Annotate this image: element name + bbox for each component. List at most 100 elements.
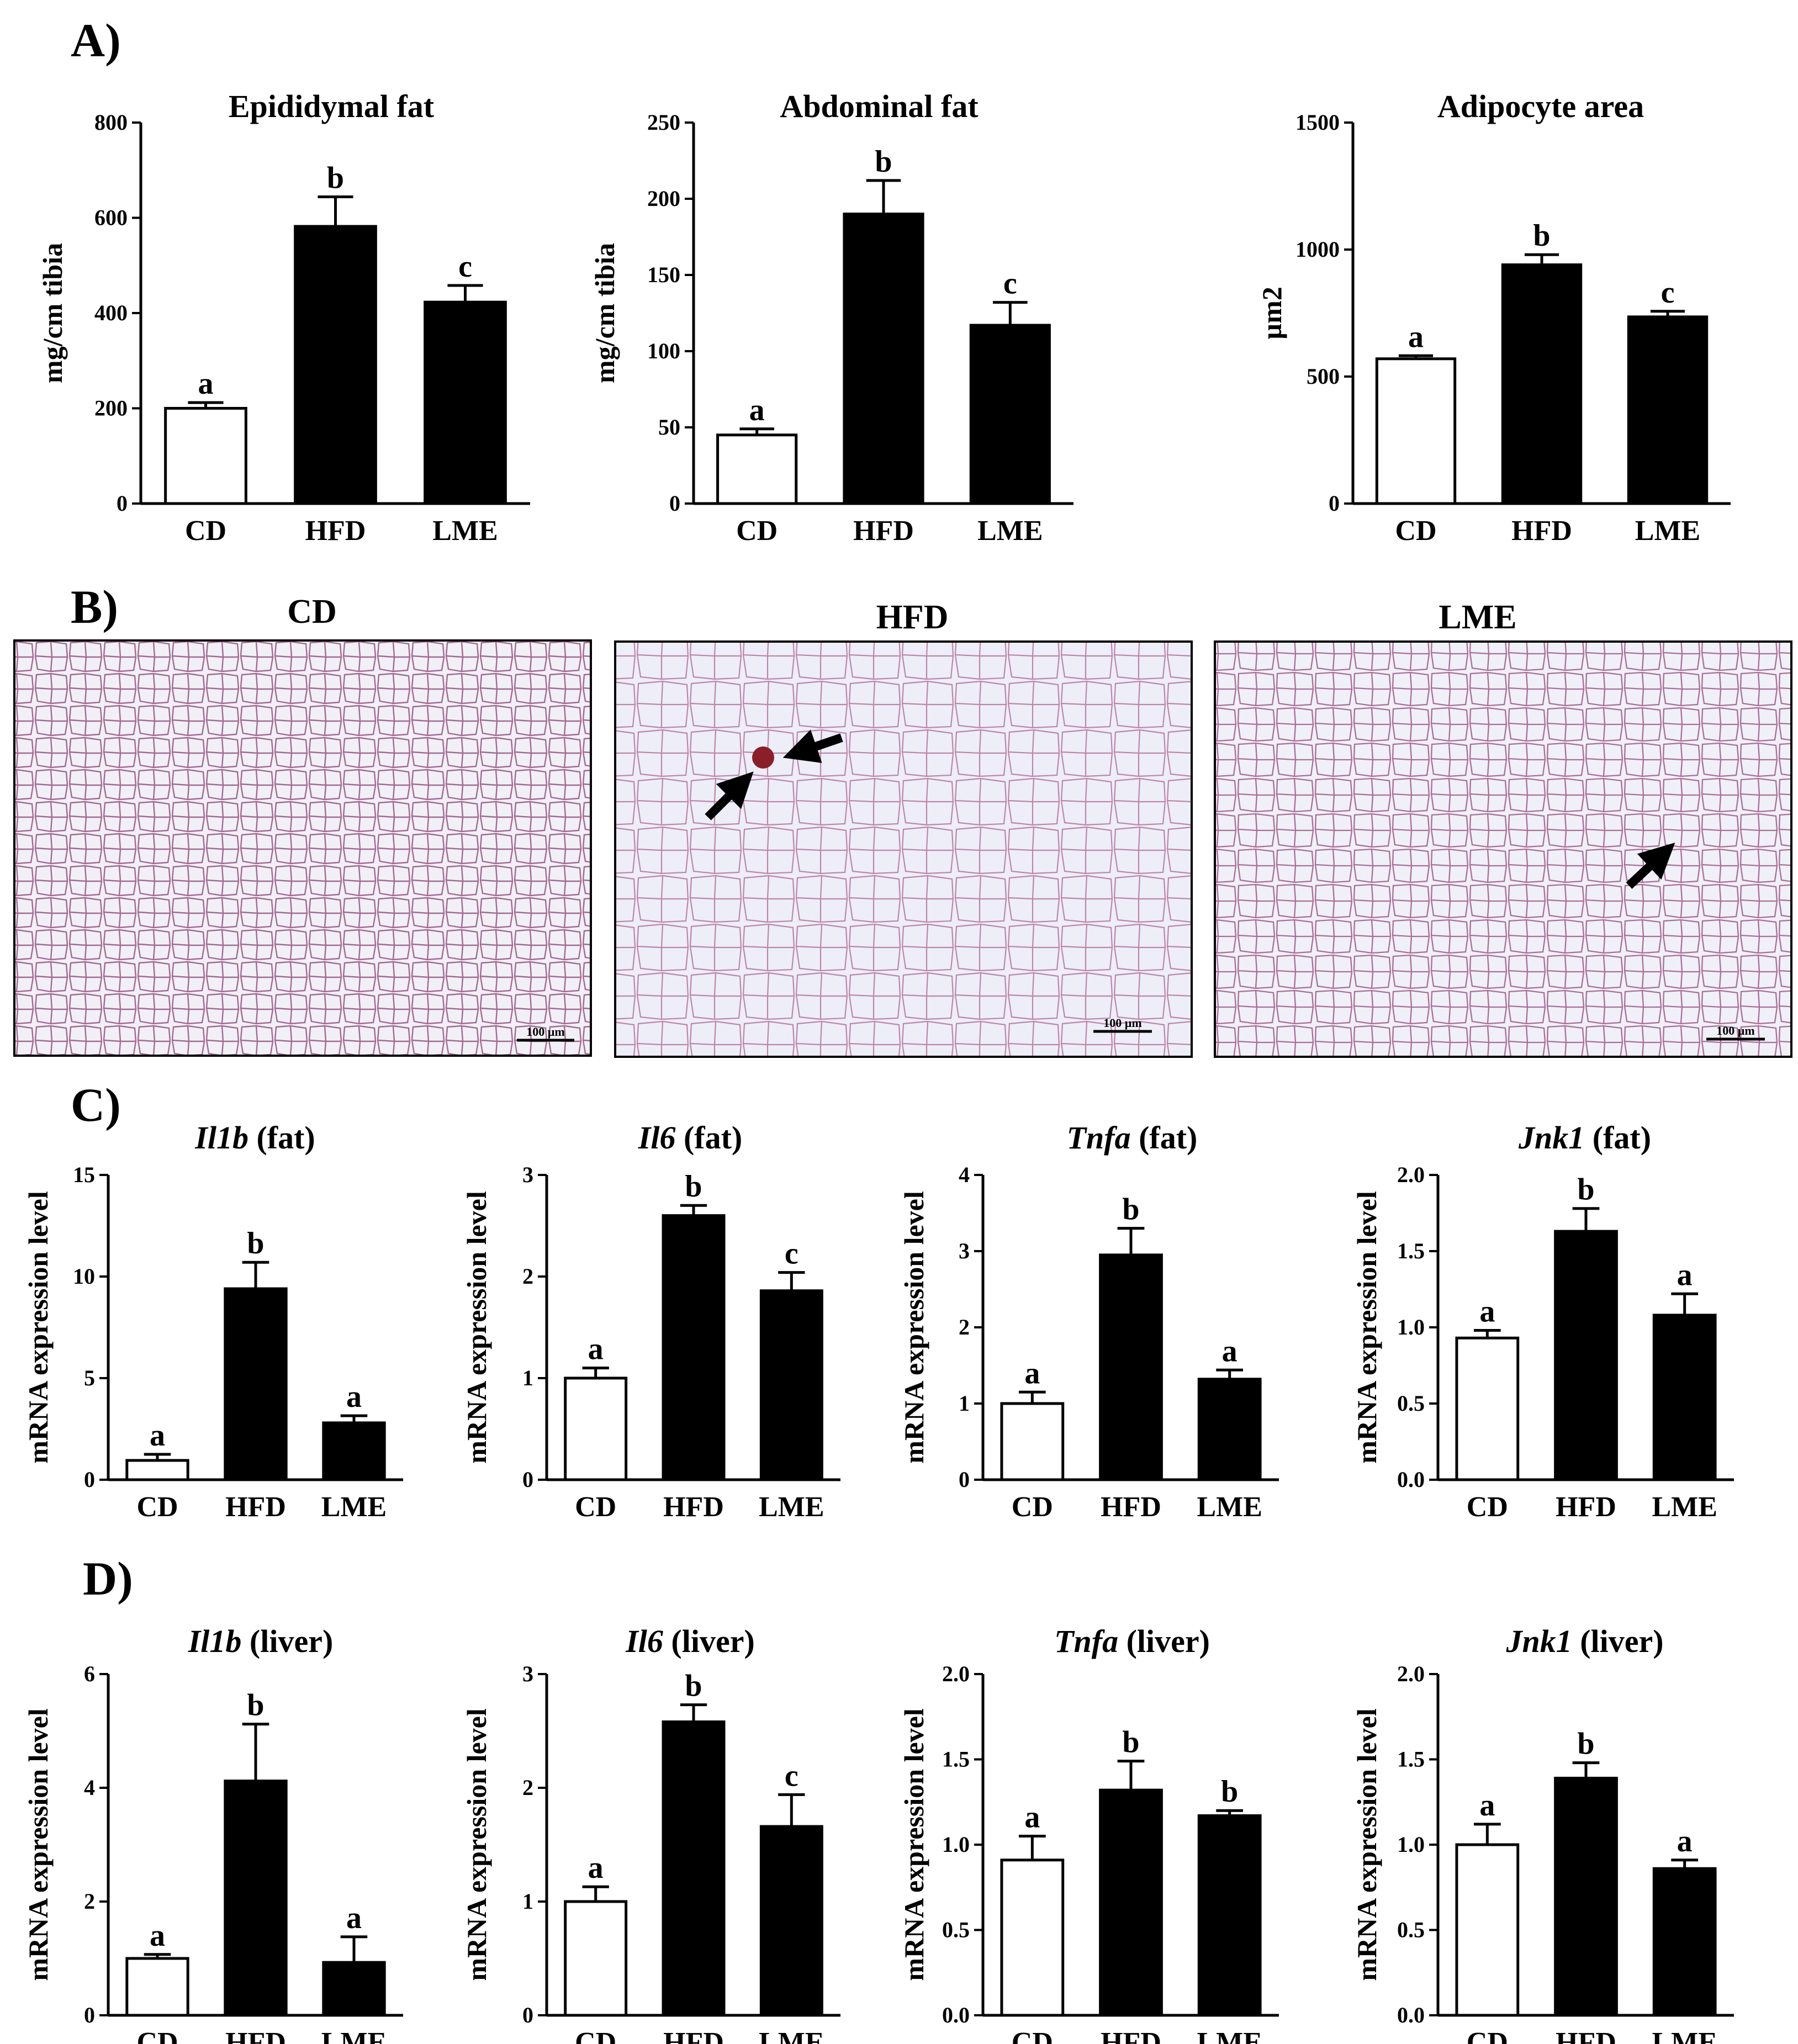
y-tick-label-9-4: 2.0: [942, 1661, 970, 1686]
significance-letter-6-1: b: [1577, 1173, 1594, 1207]
category-label-1-0: CD: [736, 515, 778, 547]
significance-letter-10-0: a: [1479, 1788, 1495, 1823]
bar-6-2: [1652, 1314, 1717, 1481]
significance-letter-1-1: b: [875, 145, 892, 179]
micrograph-hfd: HFD 100 µm: [614, 599, 1193, 1058]
y-axis-title-7: mRNA expression level: [23, 1708, 54, 1981]
bar-8-1: [662, 1720, 726, 2017]
y-tick-label-4-2: 2: [522, 1264, 533, 1289]
y-tick-label-3-0: 0: [84, 1467, 95, 1492]
chart-title-text-1: Abdominal fat: [780, 88, 979, 124]
panel-label-b: B): [71, 580, 118, 633]
chart-title-0: Epididymal fat: [229, 88, 435, 124]
bar-7-0: [125, 1957, 189, 2017]
category-label-8-2: LME: [759, 2027, 824, 2044]
chart-title-text-0: Epididymal fat: [229, 88, 435, 124]
significance-letter-7-1: b: [247, 1688, 264, 1723]
significance-letter-3-2: a: [346, 1380, 362, 1414]
y-axis-title-4: mRNA expression level: [461, 1191, 492, 1464]
category-label-0-2: LME: [432, 515, 498, 547]
chart-5: Tnfa (fat) 0 1 2 3 4 mRNA expression level a CD b…: [898, 1120, 1279, 1523]
significance-letter-5-1: b: [1122, 1193, 1139, 1227]
bar-10-2: [1652, 1867, 1717, 2017]
y-tick-label-10-1: 0.5: [1397, 1918, 1425, 1942]
significance-letter-4-0: a: [588, 1332, 604, 1367]
significance-letter-7-0: a: [150, 1919, 165, 1953]
bar-0-1: [294, 225, 377, 505]
y-tick-label-1-5: 250: [647, 110, 680, 135]
y-tick-label-1-0: 0: [669, 491, 680, 516]
category-label-6-1: HFD: [1556, 1491, 1616, 1523]
category-label-9-1: HFD: [1101, 2027, 1161, 2044]
chart-title-text-6: (fat): [1584, 1120, 1651, 1156]
bar-4-1: [662, 1214, 726, 1481]
arrow-1-lme: [1626, 843, 1675, 889]
category-label-8-1: HFD: [663, 2027, 724, 2044]
y-tick-label-10-3: 1.5: [1397, 1747, 1425, 1772]
significance-letter-4-2: c: [785, 1237, 798, 1271]
chart-title-text-9: (liver): [1118, 1623, 1210, 1659]
chart-10: Jnk1 (liver) 0.0 0.5 1.0 1.5 2.0 mRNA expressi…: [1351, 1623, 1734, 2044]
significance-letter-9-2: b: [1221, 1775, 1238, 1809]
significance-letter-9-1: b: [1122, 1725, 1139, 1760]
y-tick-label-0-2: 400: [94, 300, 128, 325]
y-tick-label-10-2: 1.0: [1397, 1832, 1425, 1857]
y-tick-label-8-2: 2: [522, 1775, 533, 1800]
significance-letter-2-0: a: [1408, 320, 1424, 354]
category-label-3-1: HFD: [225, 1491, 286, 1523]
bar-4-2: [759, 1289, 823, 1481]
panel-label-d: D): [83, 1552, 133, 1605]
chart-7: Il1b (liver) 0 2 4 6 mRNA expression level a CD…: [23, 1623, 403, 2044]
bar-3-0: [125, 1459, 189, 1481]
bar-0-0: [164, 407, 247, 505]
chart-title-1: Abdominal fat: [780, 88, 979, 124]
chart-title-6: Jnk1 (fat): [1518, 1120, 1651, 1156]
y-axis-title-10: mRNA expression level: [1351, 1708, 1382, 1981]
bar-3-2: [322, 1421, 386, 1481]
chart-8: Il6 (liver) 0 1 2 3 mRNA expression level a CD b…: [461, 1623, 840, 2044]
significance-letter-9-0: a: [1024, 1801, 1040, 1835]
y-tick-label-0-1: 200: [94, 396, 128, 421]
significance-letter-4-1: b: [685, 1169, 702, 1204]
significance-letter-0-2: c: [458, 250, 472, 284]
y-tick-label-3-3: 15: [73, 1162, 95, 1187]
chart-0: Epididymal fat 0 200 400 600 800 mg/cm tibia a C…: [37, 88, 530, 547]
chart-title-7: Il1b (liver): [188, 1623, 334, 1659]
y-tick-label-6-4: 2.0: [1397, 1162, 1425, 1187]
chart-title-text-7: (liver): [241, 1623, 333, 1659]
chart-title-gene-3: Il1b: [194, 1120, 248, 1156]
y-tick-label-4-1: 1: [522, 1365, 533, 1390]
bar-9-0: [1000, 1858, 1065, 2017]
chart-4: Il6 (fat) 0 1 2 3 mRNA expression level a CD b HF…: [461, 1120, 840, 1523]
scale-bar-label-lme: 100 µm: [1716, 1024, 1755, 1037]
bar-5-0: [1000, 1402, 1065, 1481]
y-tick-label-3-2: 10: [73, 1264, 95, 1289]
significance-letter-6-2: a: [1677, 1258, 1693, 1292]
bar-7-1: [224, 1780, 288, 2017]
bar-6-1: [1554, 1230, 1618, 1481]
significance-letter-8-1: b: [685, 1669, 702, 1703]
bar-1-2: [969, 324, 1051, 505]
category-label-9-2: LME: [1197, 2027, 1262, 2044]
y-tick-label-8-3: 3: [522, 1661, 533, 1686]
category-label-7-1: HFD: [225, 2027, 286, 2044]
micrograph-cd: CD 100 µm: [13, 593, 592, 1057]
category-label-3-2: LME: [321, 1491, 387, 1523]
y-tick-label-2-0: 0: [1329, 491, 1340, 516]
chart-title-10: Jnk1 (liver): [1505, 1623, 1663, 1659]
chart-3: Il1b (fat) 0 5 10 15 mRNA expression level a CD…: [23, 1120, 403, 1523]
y-axis-title-2: µm2: [1256, 287, 1287, 339]
y-tick-label-9-2: 1.0: [942, 1832, 970, 1857]
bar-9-2: [1197, 1814, 1262, 2017]
category-label-0-0: CD: [185, 515, 226, 547]
category-label-0-1: HFD: [305, 515, 366, 547]
y-tick-label-2-2: 1000: [1295, 237, 1340, 262]
y-tick-label-6-0: 0.0: [1397, 1467, 1425, 1492]
bar-2-0: [1375, 357, 1457, 505]
category-label-1-1: HFD: [853, 515, 914, 547]
y-tick-label-5-2: 2: [959, 1315, 970, 1339]
chart-title-gene-9: Tnfa: [1054, 1623, 1118, 1659]
significance-letter-3-0: a: [150, 1418, 165, 1453]
